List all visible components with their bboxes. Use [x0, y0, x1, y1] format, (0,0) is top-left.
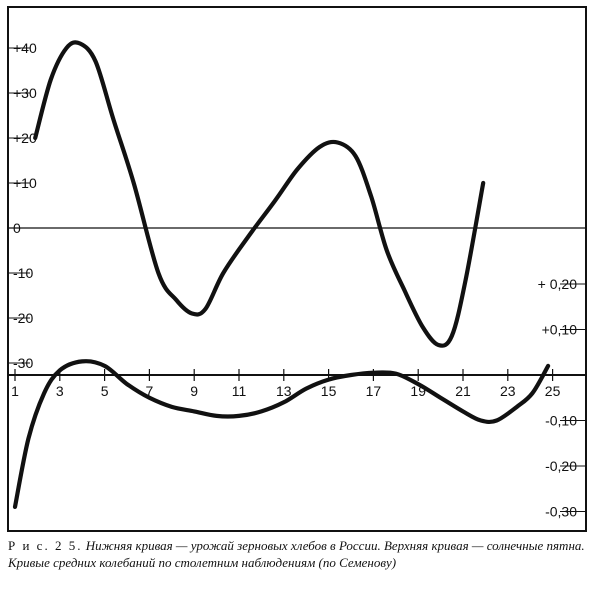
- right-tick-label: -0,10: [545, 413, 577, 429]
- series-line-1: [33, 40, 486, 348]
- x-tick-label: 3: [56, 383, 64, 399]
- left-tick-label: +10: [13, 175, 37, 191]
- x-tick-label: 11: [232, 383, 247, 399]
- left-tick-label: +40: [13, 40, 37, 56]
- right-tick-label: -0,30: [545, 504, 577, 520]
- x-tick-label: 23: [500, 383, 516, 399]
- left-tick-label: +30: [13, 85, 37, 101]
- figure-caption-text: Нижняя кривая — урожай зерновых хлебов в…: [8, 538, 585, 570]
- series-line-2: [12, 359, 551, 509]
- left-tick-label: -10: [13, 265, 33, 281]
- chart-frame: [7, 6, 587, 532]
- figure-caption: Р и с. 2 5. Нижняя кривая — урожай зерно…: [8, 537, 586, 571]
- x-tick-label: 9: [190, 383, 198, 399]
- x-tick-label: 25: [545, 383, 561, 399]
- left-tick-label: 0: [13, 220, 21, 236]
- x-tick-label: 15: [321, 383, 337, 399]
- right-tick-label: + 0,20: [538, 276, 578, 292]
- x-tick-label: 21: [455, 383, 471, 399]
- right-tick-label: +0,10: [542, 322, 578, 338]
- figure-caption-lead: Р и с. 2 5.: [8, 538, 83, 553]
- x-tick-label: 7: [146, 383, 154, 399]
- x-tick-label: 1: [11, 383, 19, 399]
- right-tick-label: -0,20: [545, 458, 577, 474]
- x-tick-label: 17: [366, 383, 382, 399]
- left-tick-label: +20: [13, 130, 37, 146]
- left-tick-label: -30: [13, 355, 33, 371]
- x-tick-label: 13: [276, 383, 292, 399]
- left-tick-label: -20: [13, 310, 33, 326]
- x-tick-label: 5: [101, 383, 109, 399]
